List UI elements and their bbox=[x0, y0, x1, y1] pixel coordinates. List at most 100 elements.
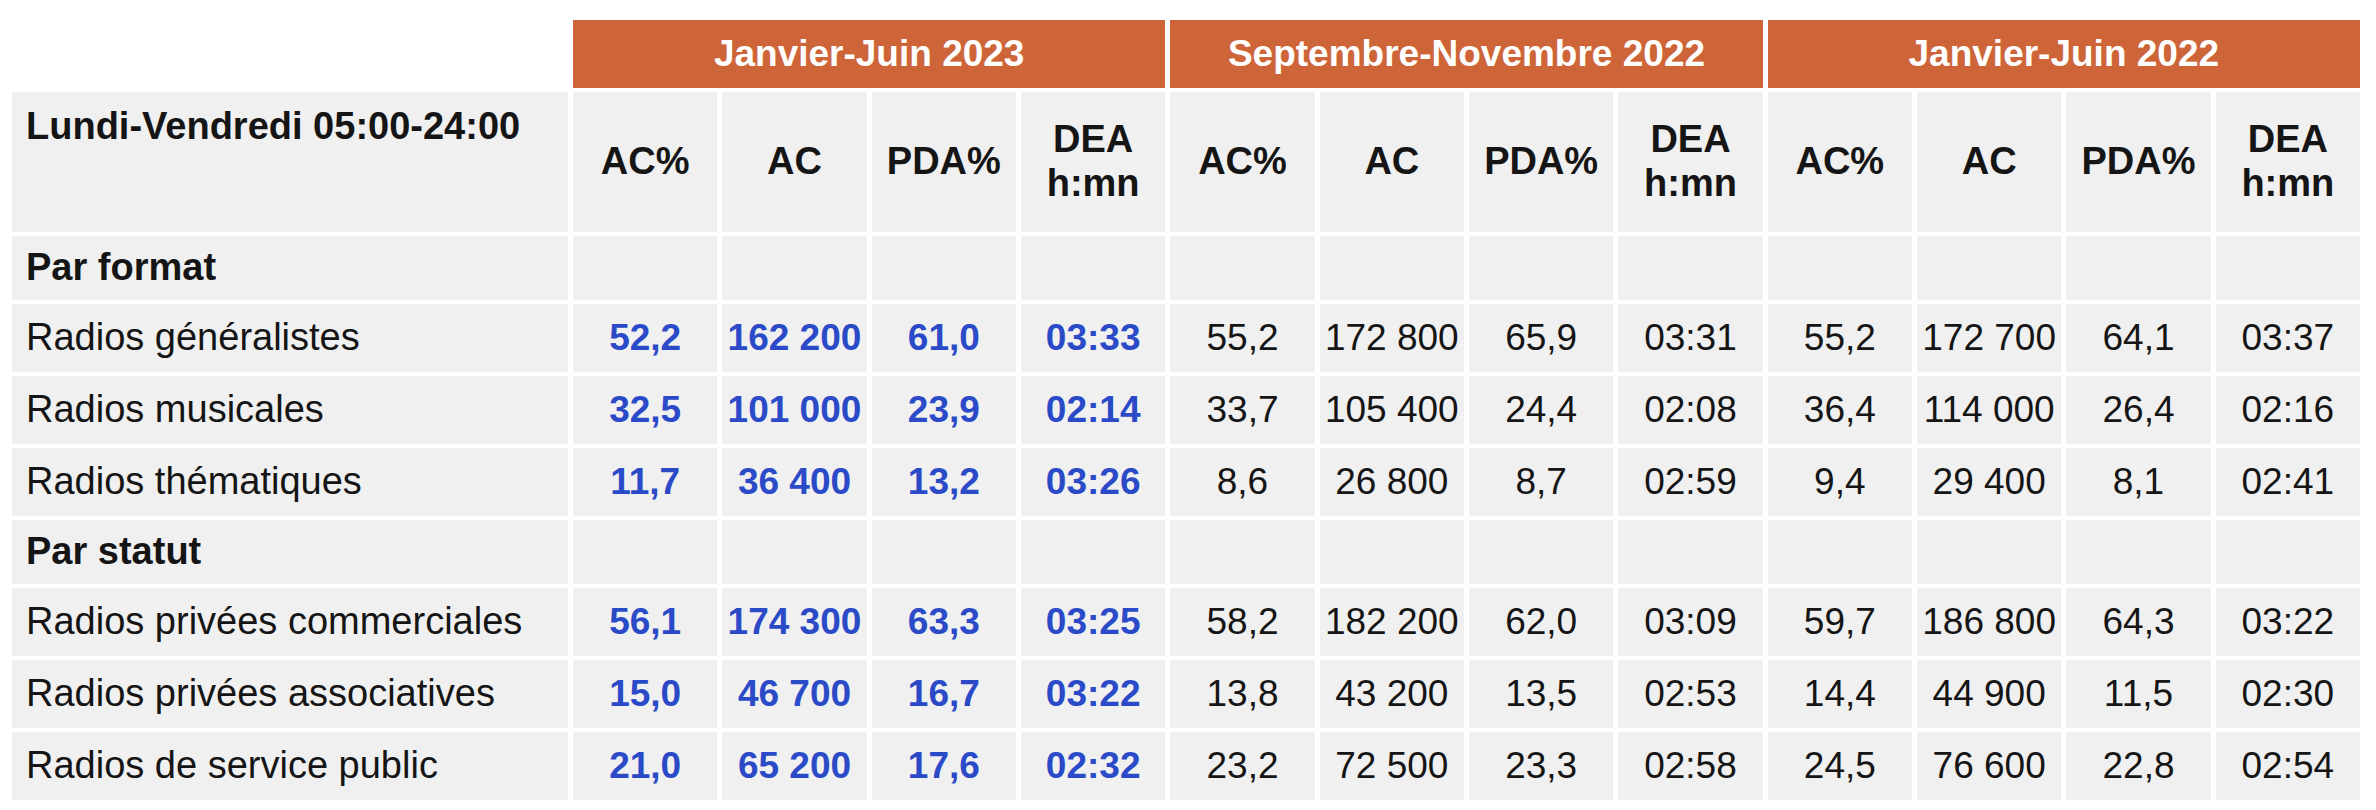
column-header: AC% bbox=[1170, 92, 1314, 232]
value-cell: 03:09 bbox=[1618, 588, 1762, 656]
value-cell: 11,5 bbox=[2066, 660, 2210, 728]
column-header: PDA% bbox=[1469, 92, 1613, 232]
value-cell: 02:30 bbox=[2216, 660, 2360, 728]
value-cell: 02:08 bbox=[1618, 376, 1762, 444]
value-cell: 03:22 bbox=[2216, 588, 2360, 656]
value-cell: 172 700 bbox=[1917, 304, 2061, 372]
column-header: AC% bbox=[573, 92, 717, 232]
value-cell: 36,4 bbox=[1768, 376, 1912, 444]
value-cell: 17,6 bbox=[872, 732, 1016, 800]
column-header: AC bbox=[722, 92, 866, 232]
value-cell: 56,1 bbox=[573, 588, 717, 656]
empty-cell bbox=[872, 520, 1016, 584]
value-cell: 52,2 bbox=[573, 304, 717, 372]
value-cell: 43 200 bbox=[1320, 660, 1464, 728]
value-cell: 02:54 bbox=[2216, 732, 2360, 800]
period-header: Septembre-Novembre 2022 bbox=[1170, 20, 1762, 88]
value-cell: 02:53 bbox=[1618, 660, 1762, 728]
value-cell: 186 800 bbox=[1917, 588, 2061, 656]
value-cell: 13,2 bbox=[872, 448, 1016, 516]
value-cell: 16,7 bbox=[872, 660, 1016, 728]
value-cell: 8,6 bbox=[1170, 448, 1314, 516]
table-title: Lundi-Vendredi 05:00-24:00 bbox=[12, 92, 568, 232]
value-cell: 13,8 bbox=[1170, 660, 1314, 728]
value-cell: 62,0 bbox=[1469, 588, 1613, 656]
empty-cell bbox=[1320, 520, 1464, 584]
empty-cell bbox=[1768, 236, 1912, 300]
value-cell: 21,0 bbox=[573, 732, 717, 800]
value-cell: 23,3 bbox=[1469, 732, 1613, 800]
empty-cell bbox=[1469, 236, 1613, 300]
empty-cell bbox=[1917, 236, 2061, 300]
value-cell: 172 800 bbox=[1320, 304, 1464, 372]
value-cell: 02:58 bbox=[1618, 732, 1762, 800]
value-cell: 11,7 bbox=[573, 448, 717, 516]
row-label: Radios musicales bbox=[12, 376, 568, 444]
column-header: DEA h:mn bbox=[1021, 92, 1165, 232]
value-cell: 182 200 bbox=[1320, 588, 1464, 656]
value-cell: 72 500 bbox=[1320, 732, 1464, 800]
empty-cell bbox=[722, 236, 866, 300]
empty-cell bbox=[573, 236, 717, 300]
empty-cell bbox=[1768, 520, 1912, 584]
value-cell: 101 000 bbox=[722, 376, 866, 444]
value-cell: 15,0 bbox=[573, 660, 717, 728]
value-cell: 55,2 bbox=[1170, 304, 1314, 372]
column-header: PDA% bbox=[2066, 92, 2210, 232]
column-header: AC% bbox=[1768, 92, 1912, 232]
value-cell: 03:25 bbox=[1021, 588, 1165, 656]
column-header: AC bbox=[1917, 92, 2061, 232]
value-cell: 26,4 bbox=[2066, 376, 2210, 444]
empty-cell bbox=[2066, 520, 2210, 584]
value-cell: 03:26 bbox=[1021, 448, 1165, 516]
audience-table: Janvier-Juin 2023Septembre-Novembre 2022… bbox=[12, 20, 2360, 800]
empty-cell bbox=[1618, 520, 1762, 584]
value-cell: 02:32 bbox=[1021, 732, 1165, 800]
value-cell: 22,8 bbox=[2066, 732, 2210, 800]
value-cell: 13,5 bbox=[1469, 660, 1613, 728]
column-header: AC bbox=[1320, 92, 1464, 232]
empty-cell bbox=[1021, 520, 1165, 584]
row-label: Radios généralistes bbox=[12, 304, 568, 372]
value-cell: 24,5 bbox=[1768, 732, 1912, 800]
empty-cell bbox=[2216, 236, 2360, 300]
empty-cell bbox=[1917, 520, 2061, 584]
value-cell: 24,4 bbox=[1469, 376, 1613, 444]
period-header: Janvier-Juin 2023 bbox=[573, 20, 1165, 88]
empty-cell bbox=[1170, 236, 1314, 300]
empty-cell bbox=[872, 236, 1016, 300]
empty-cell bbox=[2216, 520, 2360, 584]
value-cell: 02:14 bbox=[1021, 376, 1165, 444]
value-cell: 44 900 bbox=[1917, 660, 2061, 728]
value-cell: 59,7 bbox=[1768, 588, 1912, 656]
table-corner-blank bbox=[12, 20, 568, 88]
empty-cell bbox=[1021, 236, 1165, 300]
value-cell: 162 200 bbox=[722, 304, 866, 372]
value-cell: 114 000 bbox=[1917, 376, 2061, 444]
value-cell: 02:16 bbox=[2216, 376, 2360, 444]
empty-cell bbox=[2066, 236, 2210, 300]
value-cell: 64,1 bbox=[2066, 304, 2210, 372]
value-cell: 61,0 bbox=[872, 304, 1016, 372]
value-cell: 63,3 bbox=[872, 588, 1016, 656]
value-cell: 02:59 bbox=[1618, 448, 1762, 516]
value-cell: 23,2 bbox=[1170, 732, 1314, 800]
empty-cell bbox=[722, 520, 866, 584]
row-label: Radios de service public bbox=[12, 732, 568, 800]
column-header: DEA h:mn bbox=[2216, 92, 2360, 232]
value-cell: 8,1 bbox=[2066, 448, 2210, 516]
value-cell: 8,7 bbox=[1469, 448, 1613, 516]
empty-cell bbox=[1618, 236, 1762, 300]
value-cell: 36 400 bbox=[722, 448, 866, 516]
column-header: DEA h:mn bbox=[1618, 92, 1762, 232]
row-label: Radios privées commerciales bbox=[12, 588, 568, 656]
value-cell: 65,9 bbox=[1469, 304, 1613, 372]
section-label: Par format bbox=[12, 236, 568, 300]
value-cell: 33,7 bbox=[1170, 376, 1314, 444]
value-cell: 32,5 bbox=[573, 376, 717, 444]
value-cell: 55,2 bbox=[1768, 304, 1912, 372]
value-cell: 03:31 bbox=[1618, 304, 1762, 372]
value-cell: 46 700 bbox=[722, 660, 866, 728]
column-header: PDA% bbox=[872, 92, 1016, 232]
empty-cell bbox=[573, 520, 717, 584]
